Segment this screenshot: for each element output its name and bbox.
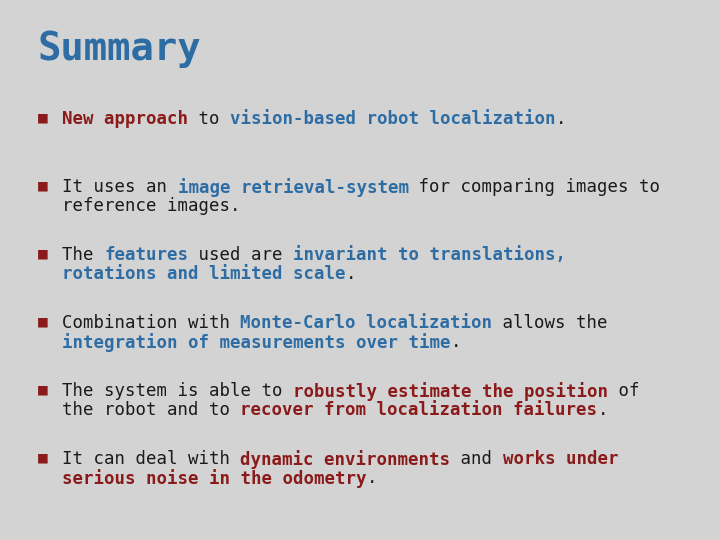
Text: invariant to translations,: invariant to translations, (293, 246, 566, 264)
Text: serious noise in the odometry: serious noise in the odometry (62, 469, 366, 488)
Text: Monte-Carlo localization: Monte-Carlo localization (240, 314, 492, 332)
Text: ■: ■ (38, 178, 48, 193)
Text: The system is able to: The system is able to (62, 382, 293, 400)
Text: used are: used are (188, 246, 293, 264)
Text: works under: works under (503, 450, 618, 468)
Text: New approach: New approach (62, 110, 188, 128)
Text: ■: ■ (38, 382, 48, 397)
Text: The: The (62, 246, 104, 264)
Text: recover from localization failures: recover from localization failures (240, 401, 598, 419)
Text: allows the: allows the (492, 314, 608, 332)
Text: .: . (598, 401, 608, 419)
Text: vision-based robot localization: vision-based robot localization (230, 110, 556, 128)
Text: .: . (346, 265, 356, 283)
Text: of: of (608, 382, 639, 400)
Text: It uses an: It uses an (62, 178, 178, 196)
Text: ■: ■ (38, 246, 48, 261)
Text: for comparing images to: for comparing images to (408, 178, 660, 196)
Text: Summary: Summary (38, 30, 202, 68)
Text: .: . (451, 333, 461, 351)
Text: to: to (188, 110, 230, 128)
Text: the robot and to: the robot and to (62, 401, 240, 419)
Text: ■: ■ (38, 110, 48, 125)
Text: robustly estimate the position: robustly estimate the position (293, 382, 608, 401)
Text: Combination with: Combination with (62, 314, 240, 332)
Text: and: and (451, 450, 503, 468)
Text: .: . (556, 110, 566, 128)
Text: ■: ■ (38, 450, 48, 465)
Text: integration of measurements over time: integration of measurements over time (62, 333, 451, 352)
Text: It can deal with: It can deal with (62, 450, 240, 468)
Text: image retrieval-system: image retrieval-system (178, 178, 408, 197)
Text: reference images.: reference images. (62, 197, 240, 215)
Text: dynamic environments: dynamic environments (240, 450, 451, 469)
Text: .: . (366, 469, 377, 487)
Text: ■: ■ (38, 314, 48, 329)
Text: features: features (104, 246, 188, 264)
Text: rotations and limited scale: rotations and limited scale (62, 265, 346, 283)
